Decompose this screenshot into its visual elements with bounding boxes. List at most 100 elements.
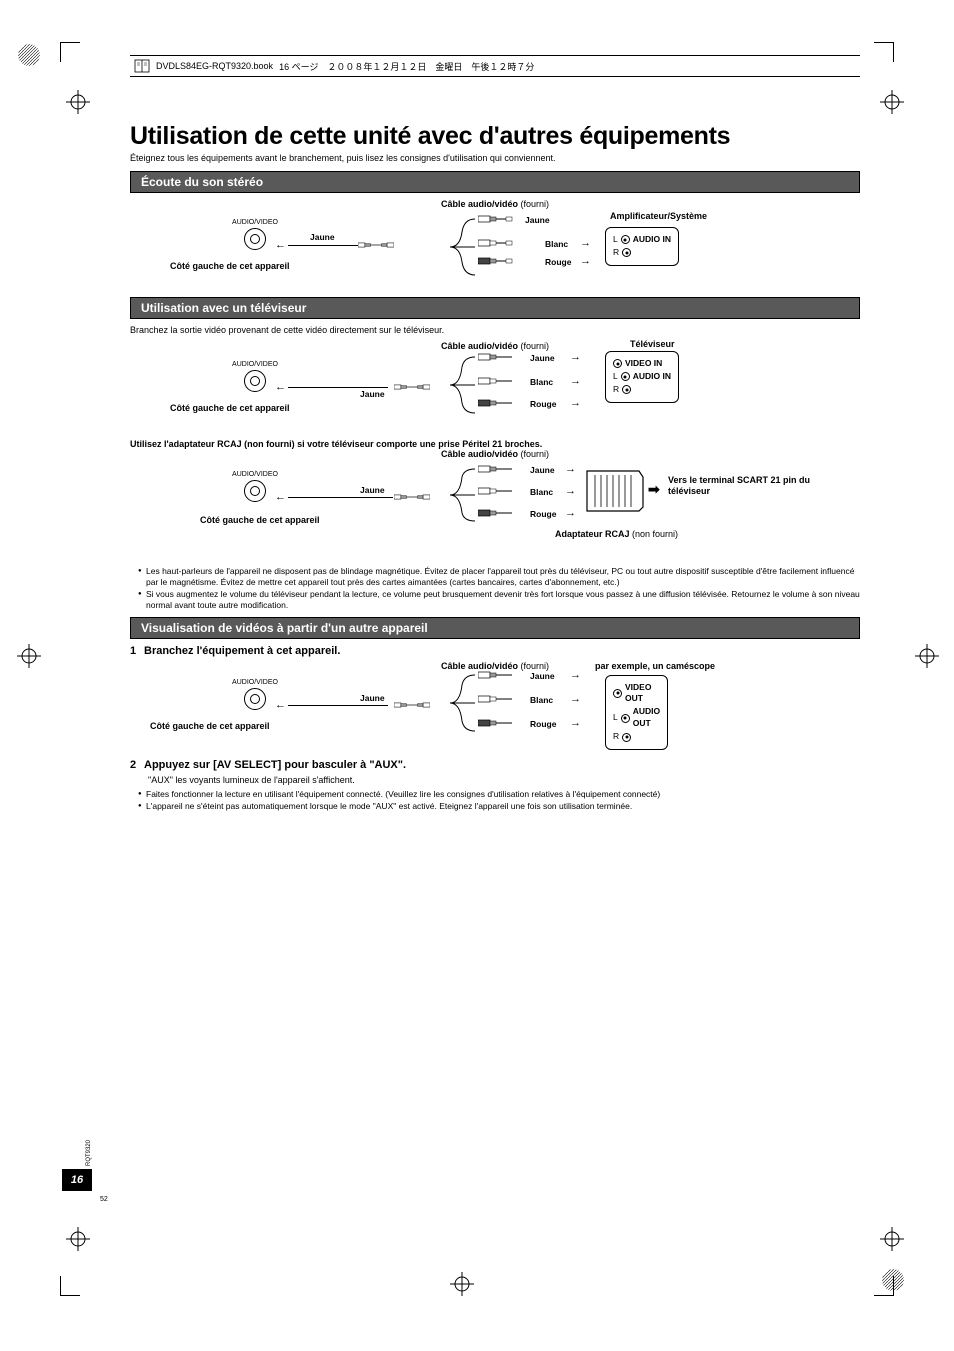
plug-icon	[478, 377, 514, 385]
scart-connector-icon	[585, 469, 645, 509]
rca-jack-icon	[621, 372, 630, 381]
page-title: Utilisation de cette unité avec d'autres…	[130, 122, 860, 151]
step-1: 1Branchez l'équipement à cet appareil.	[130, 645, 860, 657]
rqt-code: RQT9320	[86, 1140, 92, 1166]
plug-icon	[478, 399, 514, 407]
plug-icon	[478, 695, 514, 703]
absolute-page-number: 52	[100, 1196, 108, 1203]
arrow-right-icon: →	[580, 237, 591, 249]
arrow-right-icon: →	[580, 255, 591, 267]
plug-icon	[478, 465, 514, 473]
device-title-tv: Téléviseur	[630, 339, 675, 349]
plug-icon	[358, 241, 394, 249]
av-port-icon: AUDIO/VIDEO	[230, 361, 280, 392]
plug-icon	[478, 719, 514, 727]
arrow-right-icon: →	[570, 351, 581, 363]
note-item: Si vous augmentez le volume du téléviseu…	[138, 589, 860, 610]
registration-mark-icon	[450, 1272, 474, 1296]
arrow-right-icon: →	[565, 507, 576, 519]
rca-jack-icon	[621, 714, 630, 723]
rcaj-note: Utilisez l'adaptateur RCAJ (non fourni) …	[130, 439, 860, 449]
notes-list: Faites fonctionner la lecture en utilisa…	[138, 789, 860, 812]
arrow-right-icon: →	[565, 485, 576, 497]
plug-icon	[478, 671, 514, 679]
note-item: Les haut-parleurs de l'appareil ne dispo…	[138, 566, 860, 587]
registration-mark-icon	[66, 1227, 90, 1251]
registration-mark-icon	[17, 644, 41, 668]
color-label-jaune: Jaune	[360, 389, 385, 399]
arrow-right-icon: →	[570, 669, 581, 681]
arrow-left-icon: ←	[275, 699, 286, 711]
registration-mark-icon	[880, 1227, 904, 1251]
page-number: 16	[62, 1169, 92, 1191]
cable-title: Câble audio/vidéo (fourni)	[130, 449, 860, 459]
note-item: Faites fonctionner la lecture en utilisa…	[138, 789, 860, 800]
scart-label: Vers le terminal SCART 21 pin du télévis…	[668, 475, 848, 497]
color-label-rouge: Rouge	[530, 719, 556, 729]
cable-split-icon	[450, 355, 480, 415]
color-label-jaune: Jaune	[525, 215, 550, 225]
binding-swatch-icon	[18, 44, 40, 66]
av-port-icon: AUDIO/VIDEO	[230, 679, 280, 710]
color-label-jaune: Jaune	[530, 671, 555, 681]
plug-icon	[478, 353, 514, 361]
cable-title: Câble audio/vidéo (fourni)	[441, 341, 549, 351]
rca-jack-icon	[613, 359, 622, 368]
av-port-icon: AUDIO/VIDEO	[230, 219, 280, 250]
arrow-left-icon: ←	[275, 491, 286, 503]
arrow-right-icon: →	[570, 717, 581, 729]
plug-icon	[478, 215, 514, 223]
rca-jack-icon	[613, 689, 622, 698]
section-intro: Branchez la sortie vidéo provenant de ce…	[130, 325, 860, 335]
registration-mark-icon	[915, 644, 939, 668]
page-subtitle: Éteignez tous les équipements avant le b…	[130, 153, 860, 163]
plug-icon	[478, 239, 514, 247]
binding-swatch-icon	[882, 1269, 904, 1291]
arrow-right-icon: →	[570, 693, 581, 705]
color-label-jaune: Jaune	[360, 693, 385, 703]
color-label-blanc: Blanc	[545, 239, 568, 249]
crop-mark	[60, 1276, 80, 1296]
header-page-info: 16 ページ ２００８年１２月１２日 金曜日 午後１２時７分	[279, 60, 534, 73]
plug-icon	[394, 493, 430, 501]
plug-icon	[394, 383, 430, 391]
rca-jack-icon	[622, 733, 631, 742]
device-box-amp: L AUDIO IN R	[605, 227, 679, 266]
cable-title: Câble audio/vidéo (fourni)	[441, 199, 549, 209]
book-icon	[134, 58, 150, 74]
plug-icon	[478, 257, 514, 265]
adapter-caption: Adaptateur RCAJ (non fourni)	[555, 529, 678, 539]
section-heading-other-device: Visualisation de vidéos à partir d'un au…	[130, 617, 860, 639]
color-label-blanc: Blanc	[530, 487, 553, 497]
crop-mark	[874, 42, 894, 62]
notes-list: Les haut-parleurs de l'appareil ne dispo…	[138, 566, 860, 611]
header-book: DVDLS84EG-RQT9320.book	[156, 61, 273, 71]
header-bar: DVDLS84EG-RQT9320.book 16 ページ ２００８年１２月１２…	[130, 55, 860, 77]
cable-split-icon	[450, 217, 480, 277]
color-label-jaune: Jaune	[310, 232, 335, 242]
crop-mark	[60, 42, 80, 62]
left-side-caption: Côté gauche de cet appareil	[150, 721, 270, 731]
section-heading-stereo: Écoute du son stéréo	[130, 171, 860, 193]
arrow-right-icon: →	[570, 375, 581, 387]
color-label-jaune: Jaune	[360, 485, 385, 495]
color-label-blanc: Blanc	[530, 377, 553, 387]
diagram-scart: AUDIO/VIDEO ← Côté gauche de cet apparei…	[130, 463, 860, 558]
device-box-tv: VIDEO IN L AUDIO IN R	[605, 351, 679, 403]
note-item: L'appareil ne s'éteint pas automatiqueme…	[138, 801, 860, 812]
plug-icon	[478, 509, 514, 517]
rca-jack-icon	[621, 235, 630, 244]
cable-title: Câble audio/vidéo (fourni)	[441, 661, 549, 671]
left-side-caption: Côté gauche de cet appareil	[200, 515, 320, 525]
page-content: DVDLS84EG-RQT9320.book 16 ページ ２００８年１２月１２…	[130, 55, 860, 818]
cable-split-icon	[450, 467, 480, 523]
color-label-jaune: Jaune	[530, 353, 555, 363]
color-label-rouge: Rouge	[530, 399, 556, 409]
diagram-camcorder: Câble audio/vidéo (fourni) par exemple, …	[130, 661, 860, 751]
arrow-right-icon: ➡	[648, 481, 660, 498]
step-2: 2Appuyez sur [AV SELECT] pour basculer à…	[130, 759, 860, 771]
arrow-left-icon: ←	[275, 239, 286, 251]
rca-jack-icon	[622, 385, 631, 394]
av-port-icon: AUDIO/VIDEO	[230, 471, 280, 502]
diagram-stereo: Câble audio/vidéo (fourni) AUDIO/VIDEO ←…	[130, 199, 860, 289]
